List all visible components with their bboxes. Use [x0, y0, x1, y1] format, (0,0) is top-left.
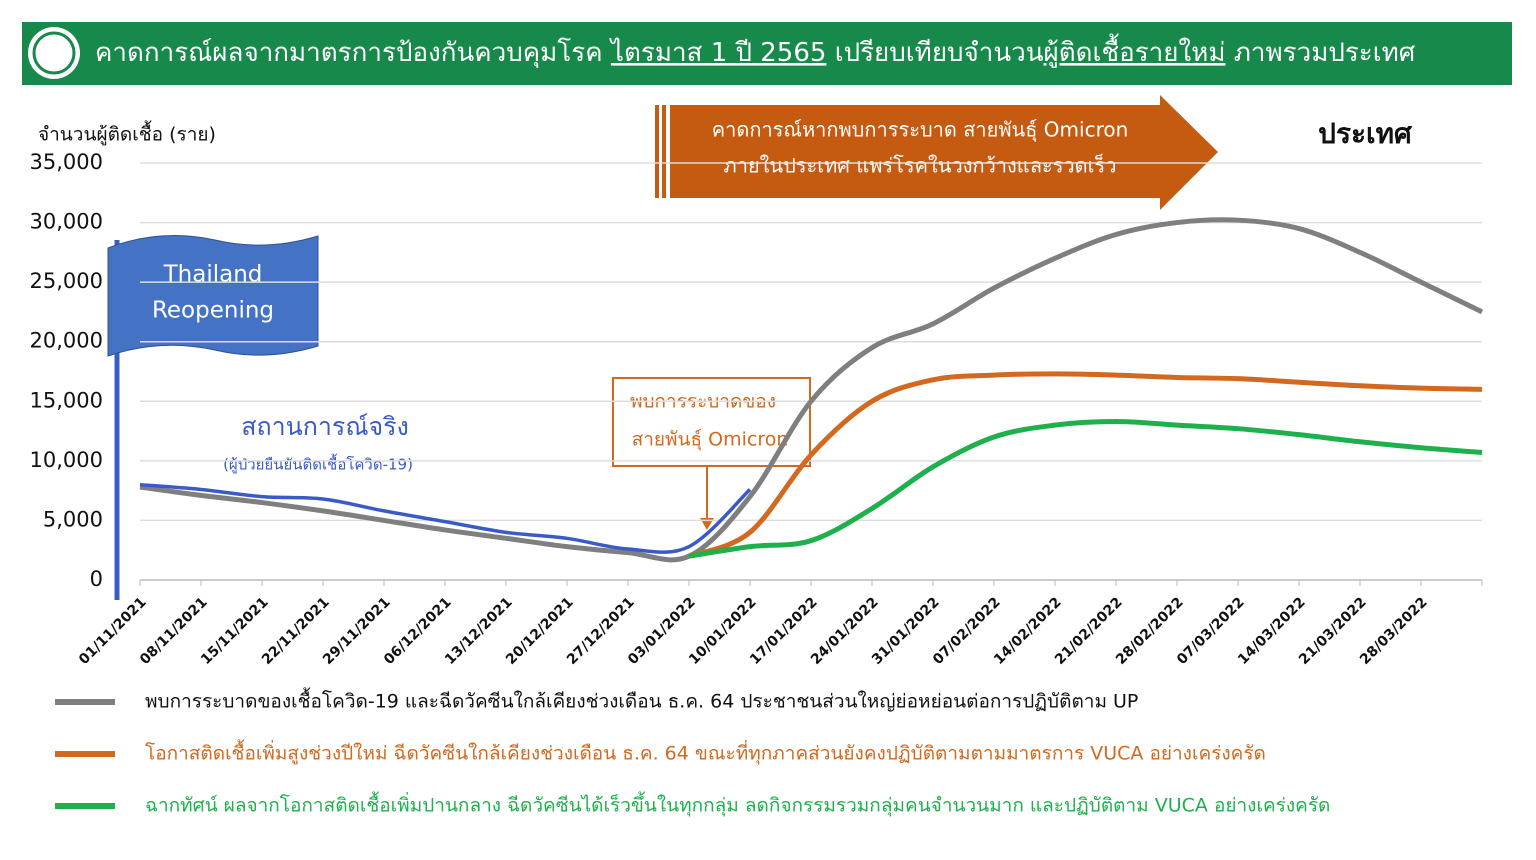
- title-part: ผู้ติดเชื้อรายใหม่: [1044, 33, 1226, 68]
- arrow-text: คาดการณ์หากพบการระบาด สายพันธุ์ Omicron: [712, 118, 1129, 143]
- flag-text: Reopening: [152, 298, 274, 324]
- legend-label: โอกาสติดเชื้อเพิ่มสูงช่วงปีใหม่ ฉีดวัคซี…: [145, 740, 1266, 766]
- logo: [28, 27, 80, 79]
- header-bar: [22, 22, 1512, 85]
- legend-label: ฉากทัศน์ ผลจากโอกาสติดเชื้อเพิ่มปานกลาง …: [145, 792, 1330, 818]
- flag-text: Thailand: [163, 262, 263, 288]
- arrow-banner: คาดการณ์หากพบการระบาด สายพันธุ์ Omicron …: [655, 95, 1218, 210]
- y-tick-label: 5,000: [43, 507, 103, 531]
- logo-ring: [32, 31, 76, 75]
- legend-label: พบการระบาดของเชื้อโควิด-19 และฉีดวัคซีนใ…: [145, 688, 1138, 713]
- arrow-text: ภายในประเทศ แพร่โรคในวงกว้างและรวดเร็ว: [724, 153, 1117, 178]
- y-tick-label: 10,000: [30, 448, 103, 472]
- title-part: ไตรมาส 1 ปี 2565: [609, 37, 827, 68]
- y-tick-label: 0: [90, 567, 103, 591]
- box-text: สายพันธุ์ Omicron: [632, 429, 789, 452]
- annotation: (ผู้ป่วยยืนยันติดเชื้อโควิด-19): [223, 454, 413, 474]
- series-line: [139, 482, 752, 554]
- y-tick-label: 20,000: [30, 329, 103, 353]
- series-label: สถานการณ์จริง: [241, 412, 409, 441]
- flag: Thailand Reopening: [107, 235, 319, 600]
- chart-title: คาดการณ์ผลจากมาตรการป้องกันควบคุมโรค ไตร…: [95, 33, 1416, 68]
- series-line: [688, 371, 1483, 559]
- y-tick-label: 35,000: [30, 150, 103, 174]
- omicron-box: พบการระบาดของ สายพันธุ์ Omicron: [612, 377, 811, 530]
- region-label: ประเทศ: [1318, 117, 1413, 150]
- series-line: [688, 419, 1483, 559]
- y-axis-label: จำนวนผู้ติดเชื้อ (ราย): [38, 121, 216, 146]
- title-part: คาดการณ์ผลจากมาตรการป้องกันควบคุมโรค: [95, 37, 611, 68]
- title-part: เปรียบเทียบจำนวน: [826, 38, 1043, 68]
- y-tick-label: 30,000: [30, 210, 103, 234]
- y-tick-label: 25,000: [30, 269, 103, 293]
- series-line: [139, 217, 1484, 563]
- y-tick-label: 15,000: [30, 388, 103, 412]
- title-part: ภาพรวมประเทศ: [1225, 38, 1415, 68]
